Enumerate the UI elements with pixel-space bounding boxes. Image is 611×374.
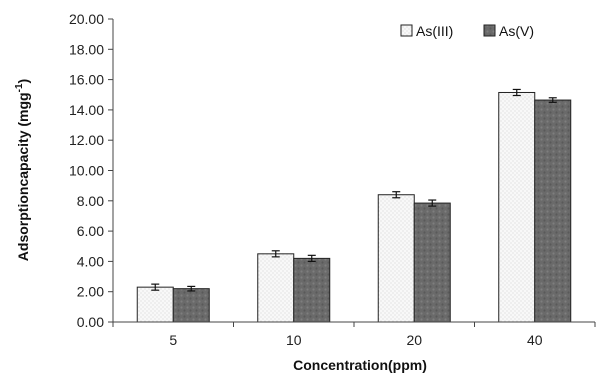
legend-label-as-v: As(V) [499, 23, 534, 39]
y-tick-label: 12.00 [69, 132, 104, 148]
y-tick-label: 2.00 [77, 284, 104, 300]
y-axis-title-main: Adsorptioncapacity (mgg [15, 92, 31, 261]
bar-as-iii-5 [136, 286, 174, 323]
y-tick-label: 8.00 [77, 193, 104, 209]
y-axis-ticks: 0.00 2.00 4.00 6.00 8.00 10.00 12.00 14.00 16.00… [69, 11, 113, 330]
y-tick-label: 0.00 [77, 314, 104, 330]
x-tick-label: 20 [406, 332, 422, 348]
y-tick-label: 10.00 [69, 163, 104, 179]
y-tick-label: 18.00 [69, 41, 104, 57]
bar-as-v-5 [172, 288, 210, 323]
x-axis-ticks: 5 10 20 40 [112, 322, 596, 348]
error-bars [151, 88, 557, 292]
y-tick-label: 16.00 [69, 72, 104, 88]
bar-as-iii-20 [377, 194, 415, 323]
y-axis-title-close: ) [15, 79, 31, 84]
bar-as-v-40 [534, 99, 572, 323]
x-tick-label: 5 [169, 332, 177, 348]
bars [136, 91, 572, 323]
bar-as-iii-40 [498, 91, 536, 323]
y-axis-title-sup: -1 [14, 83, 25, 92]
y-tick-label: 4.00 [77, 253, 104, 269]
x-tick-label: 10 [286, 332, 302, 348]
legend: As(III) As(V) [400, 23, 534, 39]
y-axis-title: Adsorptioncapacity (mgg-1) [14, 79, 31, 261]
legend-swatch-as-v [483, 24, 496, 37]
legend-label-as-iii: As(III) [416, 23, 453, 39]
y-tick-label: 6.00 [77, 223, 104, 239]
bar-as-iii-10 [257, 253, 295, 323]
x-axis-title: Concentration(ppm) [293, 357, 427, 373]
bar-as-v-10 [293, 257, 331, 323]
y-tick-label: 14.00 [69, 102, 104, 118]
x-tick-label: 40 [527, 332, 543, 348]
y-tick-label: 20.00 [69, 11, 104, 27]
bar-as-v-20 [413, 202, 451, 323]
legend-swatch-as-iii [400, 24, 413, 37]
